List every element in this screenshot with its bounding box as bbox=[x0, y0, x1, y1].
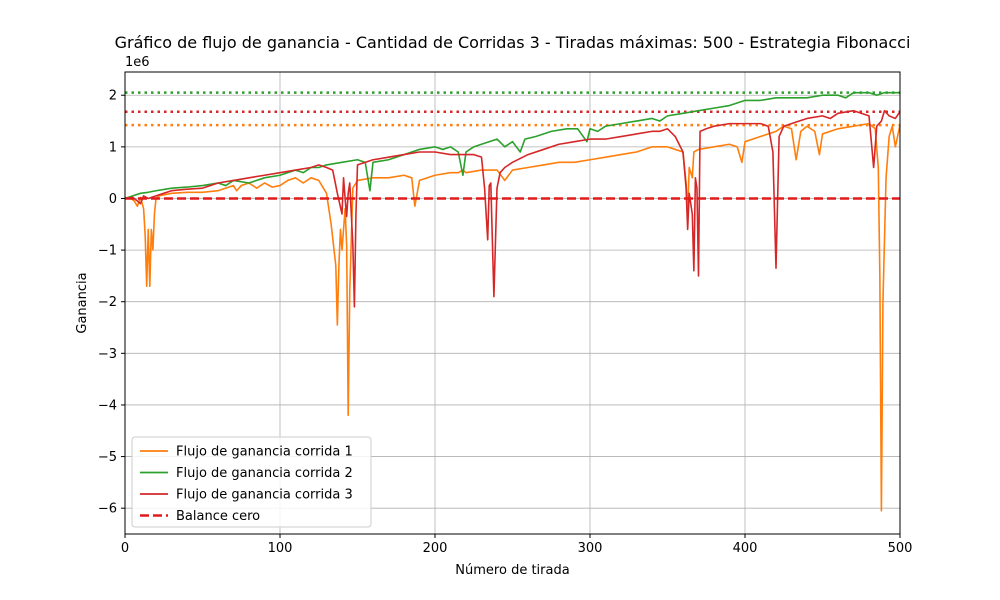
legend-label: Balance cero bbox=[176, 509, 260, 524]
chart-title: Gráfico de flujo de ganancia - Cantidad … bbox=[115, 33, 911, 52]
y-tick-label: 0 bbox=[109, 192, 117, 207]
x-axis-label: Número de tirada bbox=[455, 563, 569, 578]
legend-box bbox=[131, 436, 372, 528]
legend: Flujo de ganancia corrida 1 Flujo de gana… bbox=[131, 436, 372, 528]
x-tick-label: 200 bbox=[423, 541, 448, 556]
y-tick-label: −4 bbox=[98, 398, 117, 413]
series-layer bbox=[124, 91, 901, 512]
reference-lines bbox=[125, 91, 900, 127]
x-tick-label: 400 bbox=[733, 541, 758, 556]
x-tick-label: 300 bbox=[578, 541, 603, 556]
x-tick-label: 100 bbox=[268, 541, 293, 556]
legend-label: Flujo de ganancia corrida 3 bbox=[176, 488, 353, 503]
y-axis-multiplier: 1e6 bbox=[125, 55, 150, 70]
plot-frame bbox=[124, 71, 901, 535]
x-tick-label: 500 bbox=[888, 541, 913, 556]
y-axis-label: Ganancia bbox=[75, 272, 90, 333]
y-tick-label: 2 bbox=[109, 89, 117, 104]
ticks-layer: 0 100 200 300 400 500 −6 −5 −4 −3 −2 −1 0 1 2 bbox=[98, 89, 913, 556]
y-tick-label: −3 bbox=[98, 347, 117, 362]
series-line-1 bbox=[124, 122, 901, 512]
y-tick-label: −6 bbox=[98, 502, 117, 517]
legend-label: Flujo de ganancia corrida 1 bbox=[176, 445, 353, 460]
y-tick-label: −2 bbox=[98, 295, 117, 310]
series-line-2 bbox=[124, 91, 900, 200]
y-tick-label: 1 bbox=[109, 140, 117, 155]
y-tick-label: −5 bbox=[98, 450, 117, 465]
legend-label: Flujo de ganancia corrida 2 bbox=[176, 466, 353, 481]
y-tick-label: −1 bbox=[98, 244, 117, 259]
series-line-3 bbox=[124, 109, 901, 308]
x-tick-label: 0 bbox=[121, 541, 129, 556]
